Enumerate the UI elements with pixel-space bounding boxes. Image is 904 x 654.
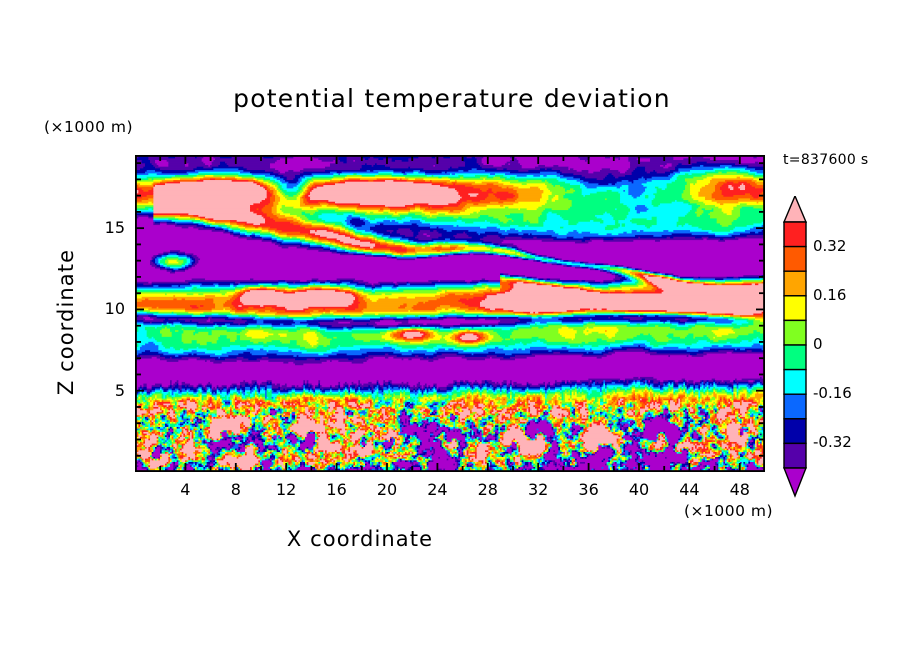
- colorbar-band: [783, 393, 807, 420]
- x-tick-label: 40: [628, 480, 650, 499]
- y-axis-unit-label: (×1000 m): [44, 118, 134, 136]
- colorbar-swatches: [782, 196, 808, 498]
- colorbar-band: [783, 295, 807, 322]
- x-tick-label: 24: [427, 480, 448, 499]
- x-tick-label: 36: [578, 480, 599, 499]
- y-tick-label: 10: [104, 299, 125, 319]
- colorbar-tick-label: 0: [813, 335, 823, 353]
- y-tick-label: 5: [114, 380, 125, 400]
- x-axis-title: X coordinate: [286, 527, 434, 551]
- colorbar-tick-label: 0.16: [813, 285, 847, 304]
- x-tick-label: 16: [326, 480, 347, 499]
- contour-field: [135, 155, 765, 472]
- axis-ticks: [135, 155, 765, 472]
- colorbar-band: [783, 442, 807, 469]
- colorbar-band: [783, 245, 807, 272]
- colorbar-tick-label: 0.32: [813, 236, 847, 255]
- colorbar: [780, 196, 814, 516]
- plot-frame: [135, 155, 765, 472]
- x-axis-unit-label: (×1000 m): [684, 502, 774, 520]
- x-tick-label: 8: [230, 480, 241, 499]
- chart-title: potential temperature deviation: [233, 84, 671, 113]
- y-tick-label: 15: [104, 218, 125, 238]
- x-tick-label: 32: [528, 480, 549, 499]
- x-tick-label: 48: [729, 480, 750, 499]
- colorbar-band: [783, 344, 807, 371]
- colorbar-band: [783, 221, 807, 248]
- y-axis-title: Z coordinate: [54, 248, 78, 396]
- colorbar-extend-low: [782, 467, 808, 498]
- x-tick-label: 4: [180, 480, 191, 499]
- colorbar-extend-high: [782, 196, 808, 223]
- colorbar-band: [783, 270, 807, 297]
- colorbar-tick-label: -0.16: [813, 384, 852, 403]
- x-tick-label: 28: [477, 480, 498, 499]
- x-tick-label: 20: [376, 480, 398, 499]
- contour-plot-panel: [135, 155, 765, 472]
- colorbar-tick-label: -0.32: [813, 433, 852, 452]
- colorbar-band: [783, 368, 807, 395]
- x-tick-label: 12: [276, 480, 297, 499]
- colorbar-band: [783, 418, 807, 445]
- timestamp-annotation: t=837600 s: [783, 152, 869, 168]
- colorbar-band: [783, 319, 807, 346]
- x-tick-label: 44: [679, 480, 700, 499]
